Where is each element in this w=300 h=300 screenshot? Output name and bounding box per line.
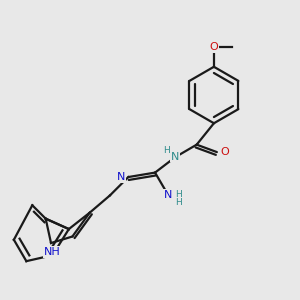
Text: NH: NH <box>44 247 61 257</box>
Text: O: O <box>220 147 229 157</box>
Text: H: H <box>176 198 182 207</box>
Text: H: H <box>176 190 182 199</box>
Text: O: O <box>209 42 218 52</box>
Text: N: N <box>117 172 125 182</box>
Text: H: H <box>164 146 170 155</box>
Text: N: N <box>164 190 172 200</box>
Text: N: N <box>171 152 179 161</box>
